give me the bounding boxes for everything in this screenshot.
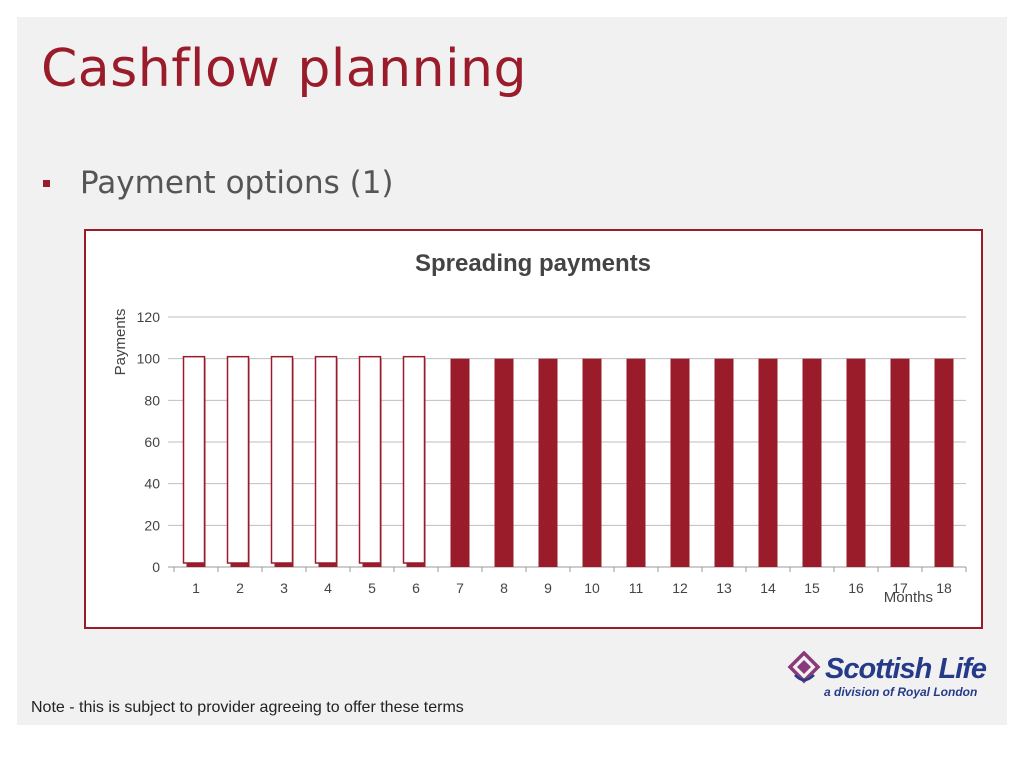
y-tick-label: 120 (137, 309, 161, 325)
x-tick-label: 9 (544, 580, 552, 596)
x-tick-label: 17 (892, 580, 908, 596)
slide-title: Cashflow planning (41, 39, 527, 99)
x-tick-label: 3 (280, 580, 288, 596)
x-tick-label: 15 (804, 580, 820, 596)
x-tick-label: 10 (584, 580, 600, 596)
bar-chart: Spreading payments Payments Months 0 20 40… (112, 250, 967, 606)
bar-month-7 (450, 358, 470, 567)
bar-month-11 (626, 358, 646, 567)
bar-month-8 (494, 358, 514, 567)
x-tick-label: 5 (368, 580, 376, 596)
bar-month-9 (538, 358, 558, 567)
overlay-bar-month-6 (402, 355, 426, 564)
x-tick-label: 1 (192, 580, 200, 596)
bar-month-17 (890, 358, 910, 567)
y-tick-label: 100 (137, 351, 161, 367)
x-tick-label: 8 (500, 580, 508, 596)
x-tick-label: 13 (716, 580, 732, 596)
footnote: Note - this is subject to provider agree… (31, 699, 464, 716)
overlay-bar-month-3 (270, 355, 294, 564)
overlay-bar-month-4 (314, 355, 338, 564)
x-tick-label: 2 (236, 580, 244, 596)
logo-tagline: a division of Royal London (824, 685, 978, 699)
chart-title: Spreading payments (415, 250, 651, 277)
bar-month-15 (802, 358, 822, 567)
scottish-life-emblem-icon (787, 651, 821, 684)
bar-month-14 (758, 358, 778, 567)
scottish-life-logo: Scottish Life a division of Royal London (787, 651, 987, 703)
bar-month-16 (846, 358, 866, 567)
x-axis-label: Months (884, 589, 933, 606)
x-tick-label: 14 (760, 580, 776, 596)
y-tick-label: 40 (144, 476, 160, 492)
bar-month-13 (714, 358, 734, 567)
y-tick-label: 80 (144, 392, 160, 408)
y-tick-label: 60 (144, 434, 160, 450)
overlay-bar-month-1 (182, 355, 206, 564)
x-tick-label: 6 (412, 580, 420, 596)
bar-month-10 (582, 358, 602, 567)
bullet-text: Payment options (1) (80, 165, 394, 201)
x-tick-label: 7 (456, 580, 464, 596)
bar-month-12 (670, 358, 690, 567)
x-tick-label: 4 (324, 580, 332, 596)
bullet-item: Payment options (1) (43, 165, 394, 201)
overlay-bar-month-5 (358, 355, 382, 564)
bar-month-18 (934, 358, 954, 567)
x-tick-label: 16 (848, 580, 864, 596)
slide: Cashflow planning Payment options (1) Sp… (17, 17, 1007, 725)
y-axis-label: Payments (112, 309, 129, 376)
y-tick-label: 20 (144, 517, 160, 533)
y-tick-label: 0 (152, 559, 160, 575)
bullet-marker (43, 179, 50, 187)
overlay-bar-month-2 (226, 355, 250, 564)
x-tick-label: 12 (672, 580, 688, 596)
x-tick-label: 11 (629, 580, 644, 596)
x-tick-label: 18 (936, 580, 952, 596)
logo-wordmark: Scottish Life (825, 653, 987, 685)
chart-container: Spreading payments Payments Months 0 20 40… (84, 229, 983, 629)
